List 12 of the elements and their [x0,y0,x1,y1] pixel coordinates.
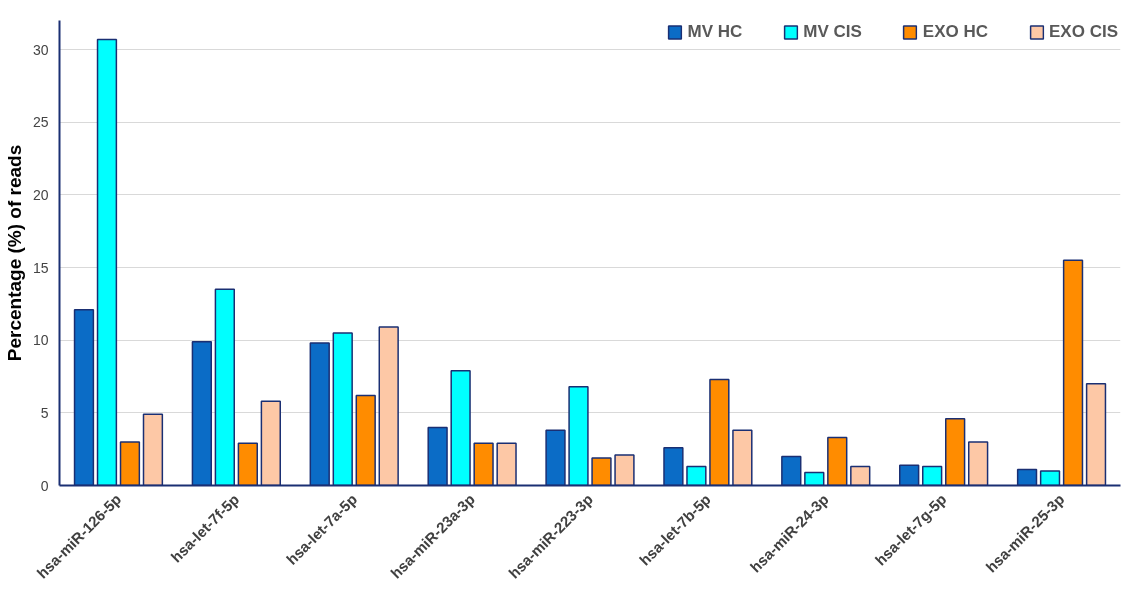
y-axis-title: Percentage (%) of reads [3,144,25,362]
y-tick-label: 30 [32,41,49,58]
legend-label: EXO HC [922,22,989,42]
y-tick-label: 5 [40,404,49,421]
legend-label: EXO CIS [1049,22,1118,42]
y-tick-label: 0 [40,477,49,494]
y-tick-label: 10 [32,332,49,349]
legend-label: MV HC [687,22,743,42]
legend-label: MV CIS [803,22,862,42]
y-tick-label: 25 [32,114,49,131]
y-tick-label: 20 [32,186,49,203]
y-tick-label: 15 [32,259,49,276]
